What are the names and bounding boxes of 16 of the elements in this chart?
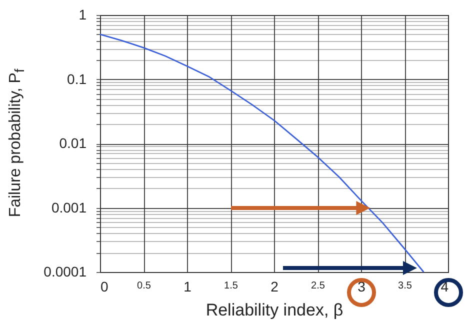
x-tick-label: 2.5 [311,280,326,292]
x-tick-label: 2 [270,278,279,294]
x-tick-label: 3 [358,278,366,294]
x-tick-label: 1.5 [224,280,238,292]
y-tick-label: 0.01 [59,135,87,151]
x-axis-title: Reliability index, β [206,300,344,320]
x-tick-label: 4 [440,278,449,294]
x-tick-label: 0.5 [137,280,152,292]
x-tick-label: 0 [100,278,108,294]
y-tick-label: 0.001 [51,199,87,216]
line-series [99,34,424,273]
y-tick-label: 0.1 [67,70,87,87]
y-tick-label: 1 [78,6,87,22]
x-tick-label: 3.5 [398,280,412,292]
y-tick-label: 0.0001 [44,264,87,280]
x-tick-label: 1 [184,278,192,294]
